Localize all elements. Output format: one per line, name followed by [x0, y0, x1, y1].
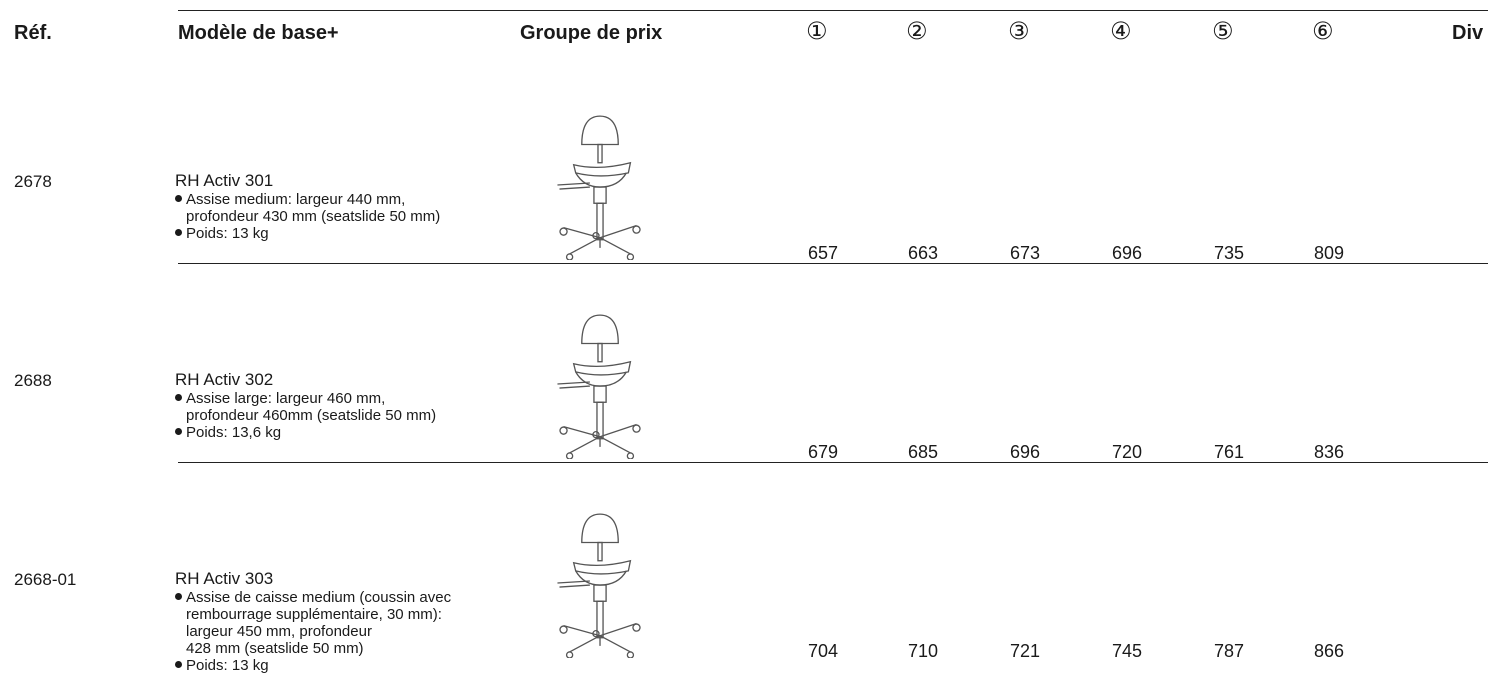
bullet-line: profondeur 460mm (seatslide 50 mm)	[186, 407, 437, 424]
price: 704	[808, 641, 839, 661]
price: 866	[1314, 641, 1345, 661]
column-header: ③	[1008, 17, 1030, 45]
price: 696	[1010, 442, 1041, 462]
bullet-line: rembourrage supplémentaire, 30 mm):	[186, 606, 442, 623]
price: 696	[1112, 243, 1143, 263]
bullet-list: Assise large: largeur 460 mm, profondeur …	[175, 390, 436, 441]
price: 710	[908, 641, 939, 661]
price: 721	[1010, 641, 1041, 661]
price: 809	[1314, 243, 1345, 263]
bullet-line: Poids: 13 kg	[175, 225, 440, 242]
column-header: Div	[1452, 22, 1484, 44]
ref: 2678	[14, 172, 52, 191]
chair-image	[556, 513, 641, 658]
column-header: ④	[1110, 17, 1132, 45]
row-rule	[178, 462, 1488, 463]
model-name: RH Activ 303	[175, 569, 274, 588]
price: 787	[1214, 641, 1245, 661]
column-header: ②	[906, 17, 928, 45]
price: 657	[808, 243, 839, 263]
model-name: RH Activ 302	[175, 370, 274, 389]
bullet-line: Assise medium: largeur 440 mm,	[175, 191, 440, 208]
price: 745	[1112, 641, 1143, 661]
chair-image	[556, 115, 641, 260]
bullet-line: profondeur 430 mm (seatslide 50 mm)	[186, 208, 441, 225]
column-header: Modèle de base+	[178, 22, 339, 44]
column-header: Réf.	[14, 22, 52, 44]
bullet-line: 428 mm (seatslide 50 mm)	[186, 640, 364, 657]
price: 663	[908, 243, 939, 263]
column-header: Groupe de prix	[520, 22, 663, 44]
bullet-line: Assise large: largeur 460 mm,	[175, 390, 436, 407]
bullet-line: largeur 450 mm, profondeur	[186, 623, 372, 640]
ref: 2668-01	[14, 570, 77, 589]
price: 673	[1010, 243, 1041, 263]
column-header: ⑥	[1312, 17, 1334, 45]
price: 679	[808, 442, 839, 462]
model-name: RH Activ 301	[175, 171, 274, 190]
column-header: ⑤	[1212, 17, 1234, 45]
column-header: ①	[806, 17, 828, 45]
bullet-list: Assise de caisse medium (coussin avec rem…	[175, 589, 451, 674]
top-rule	[178, 10, 1488, 11]
price: 836	[1314, 442, 1345, 462]
bullet-line: Assise de caisse medium (coussin avec	[175, 589, 451, 606]
price: 735	[1214, 243, 1245, 263]
chair-image	[556, 314, 641, 459]
ref: 2688	[14, 371, 52, 390]
bullet-list: Assise medium: largeur 440 mm, profondeur…	[175, 191, 440, 242]
bullet-line: Poids: 13,6 kg	[175, 424, 436, 441]
price: 761	[1214, 442, 1245, 462]
row-rule	[178, 263, 1488, 264]
price: 720	[1112, 442, 1143, 462]
price: 685	[908, 442, 939, 462]
